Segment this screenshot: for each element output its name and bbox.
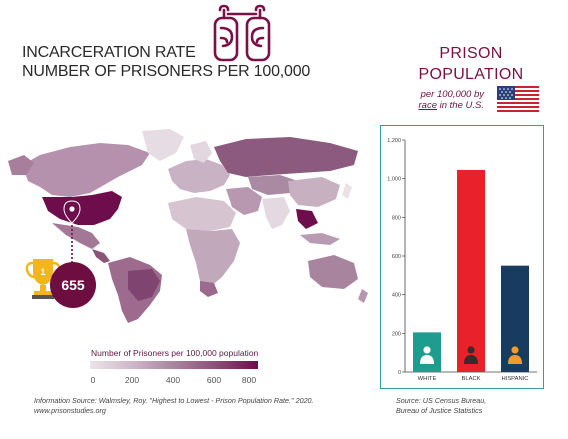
map-region-usa bbox=[42, 191, 122, 225]
svg-text:1: 1 bbox=[40, 267, 45, 277]
page-title: INCARCERATION RATE NUMBER OF PRISONERS P… bbox=[22, 43, 310, 81]
map-region-middle-east bbox=[226, 187, 262, 215]
x-tick-label: HISPANIC bbox=[502, 376, 529, 382]
person-icon bbox=[511, 346, 519, 354]
person-icon bbox=[508, 355, 522, 364]
person-icon bbox=[420, 355, 434, 364]
prison-subtitle-line-2: race in the U.S. bbox=[398, 100, 484, 111]
bar-hispanic bbox=[501, 265, 529, 372]
map-legend-tick: 200 bbox=[124, 375, 140, 385]
y-tick-label: 800 bbox=[392, 215, 401, 221]
prison-population-heading: PRISON POPULATION bbox=[412, 43, 530, 85]
x-tick-label: BLACK bbox=[461, 376, 480, 382]
map-legend-tick: 800 bbox=[241, 375, 257, 385]
map-region-central-america bbox=[92, 249, 110, 263]
y-tick-label: 1,200 bbox=[387, 138, 401, 144]
person-icon bbox=[467, 346, 475, 354]
prison-heading-line-1: PRISON bbox=[439, 45, 503, 62]
map-legend-tick: 0 bbox=[90, 375, 96, 385]
race-bar-chart: 0 200 400 600 800 1,000 1,200 WHITE BLACK HISPANI… bbox=[387, 138, 537, 382]
bar-black bbox=[457, 169, 485, 372]
handcuffs-icon bbox=[213, 4, 271, 62]
map-region-south-africa bbox=[200, 281, 218, 297]
map-region-sub-saharan-africa bbox=[186, 229, 240, 287]
map-region-indonesia bbox=[300, 233, 340, 245]
y-tick-label: 200 bbox=[392, 331, 401, 337]
source-right-line-2: Bureau of Justice Statistics bbox=[396, 406, 483, 415]
map-region-brazil bbox=[128, 269, 160, 301]
x-tick-label: WHITE bbox=[418, 376, 437, 382]
title-line-1: INCARCERATION RATE bbox=[22, 44, 196, 61]
us-flag-icon bbox=[497, 86, 539, 112]
map-legend-label: Number of Prisoners per 100,000 populati… bbox=[91, 348, 259, 358]
map-region-greenland bbox=[142, 129, 184, 161]
source-right-line-1: Source: US Census Bureau, bbox=[396, 396, 487, 405]
source-note-right: Source: US Census Bureau, Bureau of Just… bbox=[396, 396, 486, 416]
race-bar-chart-panel: 0 200 400 600 800 1,000 1,200 WHITE BLACK HISPANI… bbox=[380, 125, 544, 389]
prison-subtitle: per 100,000 by race in the U.S. bbox=[398, 89, 484, 111]
map-region-new-zealand bbox=[358, 289, 368, 303]
y-tick-label: 0 bbox=[398, 370, 401, 376]
map-region-canada bbox=[22, 143, 150, 197]
y-tick-label: 400 bbox=[392, 293, 401, 299]
map-legend-gradient bbox=[90, 361, 258, 369]
map-region-central-asia bbox=[248, 175, 298, 195]
y-tick-label: 600 bbox=[392, 254, 401, 260]
map-region-europe bbox=[168, 159, 230, 193]
map-region-north-africa bbox=[168, 197, 236, 231]
person-icon bbox=[464, 355, 478, 364]
map-region-russia bbox=[214, 137, 358, 177]
world-choropleth-map bbox=[8, 129, 368, 323]
map-region-scandinavia bbox=[190, 141, 212, 163]
map-region-australia bbox=[308, 255, 358, 289]
map-legend-tick: 600 bbox=[206, 375, 222, 385]
map-region-china bbox=[288, 177, 340, 207]
map-region-alaska bbox=[8, 155, 34, 175]
prison-subtitle-line-1: per 100,000 by bbox=[420, 89, 484, 100]
map-legend-ticks: 0 200 400 600 800 bbox=[86, 375, 266, 387]
prison-subtitle-race: race bbox=[418, 100, 437, 111]
prison-heading-line-2: POPULATION bbox=[418, 66, 524, 83]
map-region-japan bbox=[342, 183, 352, 199]
usa-location-pin bbox=[63, 200, 81, 224]
y-tick-label: 1,000 bbox=[387, 177, 401, 183]
map-legend-tick: 400 bbox=[165, 375, 181, 385]
map-region-mexico bbox=[52, 223, 100, 249]
prison-subtitle-rest: in the U.S. bbox=[437, 100, 484, 111]
person-icon bbox=[423, 346, 431, 354]
map-region-southeast-asia bbox=[296, 209, 318, 229]
map-region-india bbox=[262, 197, 290, 229]
source-note-left: Information Source: Walmsley, Roy. "High… bbox=[34, 396, 314, 416]
source-left-line-2: www.prisonstudies.org bbox=[34, 406, 106, 415]
usa-rate-badge: 655 bbox=[50, 262, 96, 308]
source-left-line-1: Information Source: Walmsley, Roy. "High… bbox=[34, 396, 314, 405]
title-line-2: NUMBER OF PRISONERS PER 100,000 bbox=[22, 63, 311, 80]
